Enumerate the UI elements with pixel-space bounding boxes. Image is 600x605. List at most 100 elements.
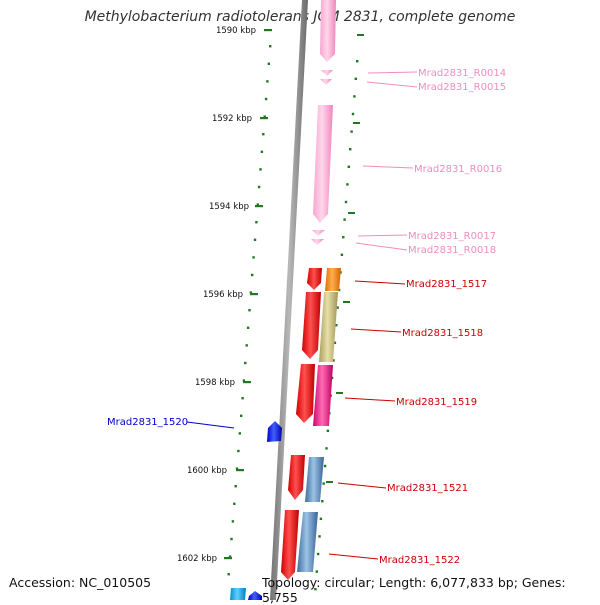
tick-dot bbox=[235, 467, 239, 470]
tick-dot bbox=[249, 291, 253, 294]
accession-text: Accession: NC_010505 bbox=[9, 575, 152, 590]
tick-dot bbox=[336, 306, 339, 309]
tick-dot bbox=[333, 341, 337, 344]
tick-dot bbox=[349, 148, 352, 151]
tick-dot bbox=[251, 273, 254, 277]
kbp-tick-1594: 1594 kbp bbox=[209, 202, 263, 212]
tick-dot bbox=[260, 150, 264, 153]
gene-arrow-mrad2831-r0014[interactable] bbox=[321, 70, 333, 76]
kbp-label: 1592 kbp bbox=[212, 114, 252, 124]
tick-dot bbox=[253, 238, 257, 241]
tick-dot bbox=[248, 309, 251, 312]
tick-dot bbox=[264, 97, 268, 101]
tick-dot bbox=[242, 379, 246, 382]
tick-dot bbox=[269, 45, 272, 48]
gene-arrow-mrad2831-1522[interactable] bbox=[281, 510, 299, 580]
tick-dot bbox=[240, 414, 243, 417]
tick-dot bbox=[238, 432, 241, 435]
tick-dot bbox=[233, 502, 236, 505]
topology-info-text: Topology: circular; Length: 6,077,833 bp… bbox=[262, 575, 566, 605]
tick-dot bbox=[350, 130, 353, 133]
kbp-label: 1596 kbp bbox=[203, 290, 243, 300]
tick-dot bbox=[346, 183, 349, 186]
kbp-label: 1602 kbp bbox=[177, 554, 217, 564]
gene-arrow-mrad2831-r0018[interactable] bbox=[311, 239, 324, 245]
leader-lines bbox=[186, 71, 418, 560]
gene-label[interactable]: Mrad2831_R0015 bbox=[418, 82, 506, 93]
gene-arrow-mrad2831-1521[interactable] bbox=[288, 455, 305, 500]
tick-dot bbox=[337, 288, 341, 292]
gene-arrow-mrad2831-1518[interactable] bbox=[302, 292, 321, 359]
tick-dot bbox=[332, 359, 335, 362]
gene-label[interactable]: Mrad2831_R0018 bbox=[408, 245, 496, 256]
tick-dot bbox=[267, 62, 270, 65]
kbp-label: 1590 kbp bbox=[216, 26, 256, 36]
left-tick-trail bbox=[227, 45, 272, 576]
tick-dot bbox=[323, 464, 327, 468]
gene-label[interactable]: Mrad2831_1518 bbox=[402, 328, 483, 339]
kbp-label: 1600 kbp bbox=[187, 466, 227, 476]
gene-label[interactable]: Mrad2831_1522 bbox=[379, 555, 460, 566]
tick-dot bbox=[257, 185, 261, 189]
kbp-tick-1598: 1598 kbp bbox=[195, 378, 251, 388]
gene-arrow-mrad2831-r0015[interactable] bbox=[320, 79, 332, 85]
gene-label[interactable]: Mrad2831_R0014 bbox=[418, 68, 506, 79]
gene-block-orange[interactable] bbox=[325, 268, 341, 291]
tick-dot bbox=[227, 573, 230, 576]
gene-label[interactable]: Mrad2831_1517 bbox=[406, 279, 487, 290]
tick-dot bbox=[315, 570, 318, 573]
kbp-tick-1600: 1600 kbp bbox=[187, 466, 244, 476]
gene-block-steel-2[interactable] bbox=[297, 512, 318, 572]
tick-dot bbox=[266, 80, 269, 83]
gene-arrow-mrad2831-1517[interactable] bbox=[307, 268, 322, 290]
gene-arrow-mrad2831-1519[interactable] bbox=[296, 364, 315, 423]
gene-block-steel-1[interactable] bbox=[305, 457, 324, 502]
tick-dot bbox=[342, 236, 345, 239]
tick-dot bbox=[322, 482, 325, 485]
tick-dot bbox=[252, 256, 255, 259]
tick-dot bbox=[231, 520, 235, 523]
gene-label[interactable]: Mrad2831_R0017 bbox=[408, 231, 496, 242]
kbp-label: 1598 kbp bbox=[195, 378, 235, 388]
tick-dot bbox=[262, 133, 265, 136]
tick-dot bbox=[241, 397, 244, 400]
tick-dot bbox=[326, 429, 330, 432]
genome-axis bbox=[270, 0, 308, 600]
gene-arrow-mrad2831-r0013[interactable] bbox=[320, 0, 336, 62]
tick-dot bbox=[245, 344, 248, 347]
gene-label[interactable]: Mrad2831_1519 bbox=[396, 397, 477, 408]
tick-dot bbox=[340, 253, 344, 256]
gene-arrow-mrad2831-r0017[interactable] bbox=[312, 230, 325, 236]
tick-dot bbox=[347, 165, 350, 168]
kbp-tick-1590: 1590 kbp bbox=[216, 26, 272, 36]
gene-block-magenta[interactable] bbox=[313, 365, 333, 426]
tick-dot bbox=[263, 115, 266, 118]
kbp-tick-1592: 1592 kbp bbox=[212, 114, 268, 124]
tick-dot bbox=[353, 95, 356, 98]
tick-dot bbox=[325, 447, 328, 450]
tick-dot bbox=[244, 361, 247, 365]
tick-dot bbox=[234, 485, 237, 488]
gene-arrow-mrad2831-r0016[interactable] bbox=[313, 105, 333, 223]
tick-dot bbox=[335, 324, 338, 327]
kbp-tick-1602: 1602 kbp bbox=[177, 554, 232, 564]
tick-dot bbox=[344, 200, 348, 204]
gene-block-cyan[interactable] bbox=[230, 588, 246, 600]
gene-arrow-blue-bottom[interactable] bbox=[248, 591, 262, 600]
tick-dot bbox=[259, 168, 262, 171]
tick-dot bbox=[316, 552, 320, 556]
tick-dot bbox=[230, 537, 233, 541]
gene-arrow-mrad2831-1520[interactable] bbox=[267, 421, 282, 442]
kbp-label: 1594 kbp bbox=[209, 202, 249, 212]
tick-dot bbox=[356, 60, 359, 63]
tick-dot bbox=[319, 517, 323, 520]
gene-label[interactable]: Mrad2831_R0016 bbox=[414, 164, 502, 175]
gene-block-khaki[interactable] bbox=[319, 292, 338, 362]
kbp-tick-1596: 1596 kbp bbox=[203, 290, 258, 300]
tick-dot bbox=[343, 218, 346, 221]
tick-dot bbox=[228, 555, 232, 558]
gene-label[interactable]: Mrad2831_1520 bbox=[107, 417, 188, 428]
tick-dot bbox=[354, 77, 357, 80]
tick-dot bbox=[256, 203, 259, 206]
gene-label[interactable]: Mrad2831_1521 bbox=[387, 483, 468, 494]
